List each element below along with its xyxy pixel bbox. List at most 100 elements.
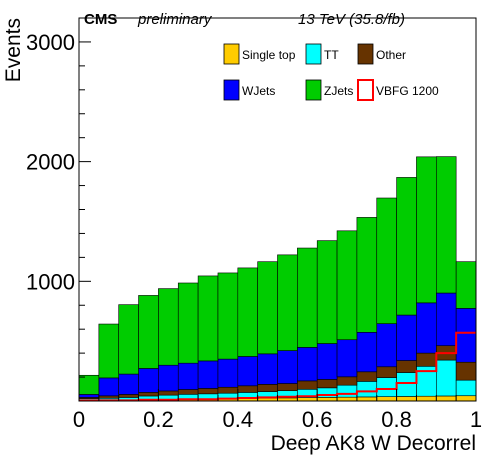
x-tick-label: 0.6 bbox=[302, 407, 333, 432]
bar-wjets-15 bbox=[377, 324, 397, 367]
legend-label-tt: TT bbox=[324, 48, 339, 62]
bar-wjets-5 bbox=[178, 363, 198, 389]
bar-wjets-8 bbox=[238, 356, 258, 385]
bar-zjets-13 bbox=[337, 231, 357, 340]
bar-tt-16 bbox=[397, 373, 417, 397]
bar-single-top-11 bbox=[297, 398, 317, 401]
bar-wjets-10 bbox=[278, 351, 298, 384]
y-tick-label: 1000 bbox=[26, 269, 75, 294]
bar-single-top-19 bbox=[456, 396, 476, 401]
y-tick-label: 3000 bbox=[26, 30, 75, 55]
bar-zjets-17 bbox=[416, 157, 436, 303]
bar-zjets-3 bbox=[139, 295, 159, 368]
bar-tt-6 bbox=[198, 394, 218, 399]
legend-label-single-top: Single top bbox=[242, 48, 296, 62]
x-tick-label: 0 bbox=[73, 407, 85, 432]
bar-wjets-14 bbox=[357, 332, 377, 371]
bar-zjets-10 bbox=[278, 255, 298, 351]
experiment-label: CMS bbox=[84, 11, 117, 28]
bar-tt-15 bbox=[377, 378, 397, 397]
legend: Single top TT Other WJets ZJets VBFG 1200 bbox=[224, 44, 439, 100]
x-tick-label: 0.8 bbox=[381, 407, 412, 432]
bar-zjets-0 bbox=[79, 375, 99, 394]
bar-single-top-13 bbox=[337, 397, 357, 401]
bar-zjets-1 bbox=[99, 324, 119, 378]
bar-tt-13 bbox=[337, 385, 357, 397]
bar-other-7 bbox=[218, 387, 238, 393]
bar-wjets-4 bbox=[158, 365, 178, 391]
bar-zjets-19 bbox=[456, 262, 476, 309]
bar-other-9 bbox=[258, 384, 278, 391]
bar-single-top-15 bbox=[377, 397, 397, 401]
bar-wjets-6 bbox=[198, 361, 218, 389]
bar-other-12 bbox=[317, 379, 337, 387]
bar-other-10 bbox=[278, 384, 298, 391]
legend-swatch-zjets bbox=[306, 80, 321, 100]
bar-wjets-11 bbox=[297, 347, 317, 381]
bar-wjets-12 bbox=[317, 344, 337, 380]
bar-zjets-18 bbox=[436, 157, 456, 293]
bar-zjets-14 bbox=[357, 217, 377, 332]
legend-swatch-wjets bbox=[224, 80, 239, 100]
bar-wjets-0 bbox=[79, 394, 99, 397]
bar-wjets-17 bbox=[416, 303, 436, 353]
bar-tt-18 bbox=[436, 360, 456, 396]
stacked-bars bbox=[79, 157, 476, 401]
bar-wjets-16 bbox=[397, 315, 417, 360]
bar-tt-14 bbox=[357, 381, 377, 397]
bar-wjets-18 bbox=[436, 293, 456, 346]
legend-label-zjets: ZJets bbox=[324, 84, 353, 98]
bar-other-14 bbox=[357, 372, 377, 382]
bar-wjets-7 bbox=[218, 359, 238, 387]
y-axis-ticks: 1000 2000 3000 bbox=[26, 30, 91, 377]
bar-zjets-9 bbox=[258, 262, 278, 354]
bar-zjets-6 bbox=[198, 276, 218, 361]
bar-single-top-17 bbox=[416, 396, 436, 401]
bar-wjets-1 bbox=[99, 378, 119, 396]
bar-other-3 bbox=[139, 392, 159, 396]
bar-zjets-5 bbox=[178, 283, 198, 363]
bar-wjets-2 bbox=[119, 374, 139, 394]
bar-wjets-19 bbox=[456, 308, 476, 362]
bar-zjets-2 bbox=[119, 305, 139, 374]
bar-wjets-3 bbox=[139, 368, 159, 392]
bar-zjets-15 bbox=[377, 198, 397, 324]
bar-single-top-16 bbox=[397, 396, 417, 401]
x-tick-label: 0.2 bbox=[143, 407, 174, 432]
bar-other-11 bbox=[297, 381, 317, 389]
bar-single-top-12 bbox=[317, 397, 337, 401]
bar-wjets-9 bbox=[258, 354, 278, 385]
bar-other-8 bbox=[238, 386, 258, 393]
bar-other-15 bbox=[377, 367, 397, 378]
x-axis-label: Deep AK8 W Decorrel bbox=[271, 432, 476, 455]
bar-other-5 bbox=[178, 390, 198, 395]
legend-swatch-other bbox=[358, 44, 373, 64]
bar-other-4 bbox=[158, 391, 178, 395]
y-axis-label: Events bbox=[2, 18, 25, 82]
y-tick-label: 2000 bbox=[26, 150, 75, 175]
x-tick-label: 1 bbox=[470, 407, 482, 432]
bar-other-13 bbox=[337, 377, 357, 385]
legend-label-wjets: WJets bbox=[242, 84, 275, 98]
bar-tt-19 bbox=[456, 380, 476, 396]
bar-other-2 bbox=[119, 394, 139, 397]
bar-single-top-18 bbox=[436, 396, 456, 401]
bar-zjets-12 bbox=[317, 241, 337, 344]
energy-lumi-label: 13 TeV (35.8/fb) bbox=[298, 11, 405, 28]
bar-other-17 bbox=[416, 353, 436, 366]
bar-wjets-13 bbox=[337, 340, 357, 377]
legend-label-other: Other bbox=[376, 48, 406, 62]
bar-other-16 bbox=[397, 361, 417, 373]
legend-swatch-single-top bbox=[224, 44, 239, 64]
bar-tt-4 bbox=[158, 395, 178, 399]
bar-zjets-4 bbox=[158, 289, 178, 366]
legend-label-vbfg-1200: VBFG 1200 bbox=[376, 84, 439, 98]
bar-zjets-16 bbox=[397, 177, 417, 315]
bar-zjets-11 bbox=[297, 248, 317, 347]
bar-zjets-7 bbox=[218, 273, 238, 359]
legend-swatch-tt bbox=[306, 44, 321, 64]
bar-other-1 bbox=[99, 396, 119, 398]
x-tick-label: 0.4 bbox=[223, 407, 254, 432]
status-label: preliminary bbox=[137, 11, 213, 28]
